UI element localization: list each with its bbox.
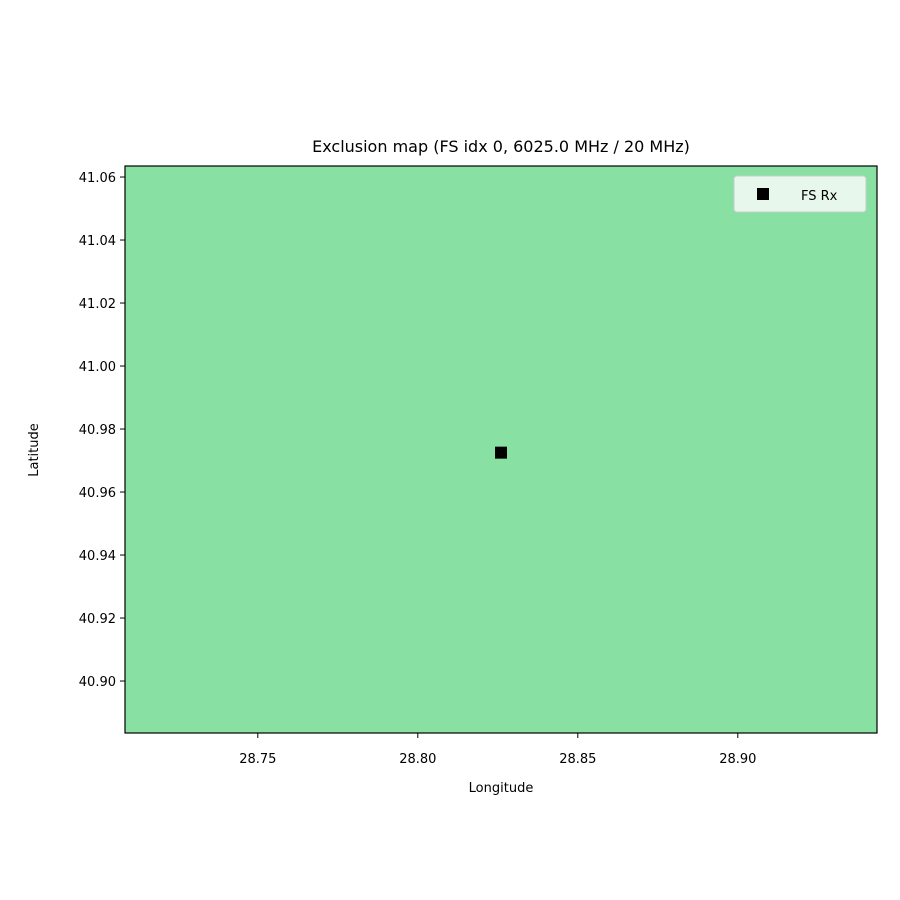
y-tick-label: 41.04: [79, 234, 116, 249]
x-tick-label: 28.90: [719, 752, 756, 767]
x-tick-label: 28.75: [239, 752, 276, 767]
y-tick-label: 40.98: [79, 423, 116, 438]
y-tick-label: 40.90: [79, 675, 116, 690]
fs-rx-marker: [495, 446, 507, 459]
x-tick-label: 28.80: [399, 752, 436, 767]
legend-label-fs-rx: FS Rx: [801, 189, 838, 204]
y-axis-ticks: 40.90 40.92 40.94 40.96 40.98 41.00 41.02 41.04…: [79, 171, 125, 690]
legend-marker-fs-rx: [757, 188, 769, 200]
y-tick-label: 41.06: [79, 171, 116, 186]
y-axis-label: Latitude: [27, 423, 42, 477]
y-tick-label: 40.96: [79, 486, 116, 501]
y-tick-label: 40.94: [79, 549, 116, 564]
y-tick-label: 40.92: [79, 612, 116, 627]
points-layer: [495, 446, 507, 459]
y-tick-label: 41.00: [79, 360, 116, 375]
x-axis-label: Longitude: [469, 781, 534, 796]
x-tick-label: 28.85: [559, 752, 596, 767]
plot-area: [124, 165, 878, 734]
plot-frame: [124, 165, 878, 734]
y-tick-label: 41.02: [79, 297, 116, 312]
x-axis-ticks: 28.75 28.80 28.85 28.90: [239, 733, 756, 767]
chart-title: Exclusion map (FS idx 0, 6025.0 MHz / 20…: [312, 137, 690, 156]
legend: FS Rx: [733, 175, 867, 213]
legend-box: [733, 175, 867, 213]
